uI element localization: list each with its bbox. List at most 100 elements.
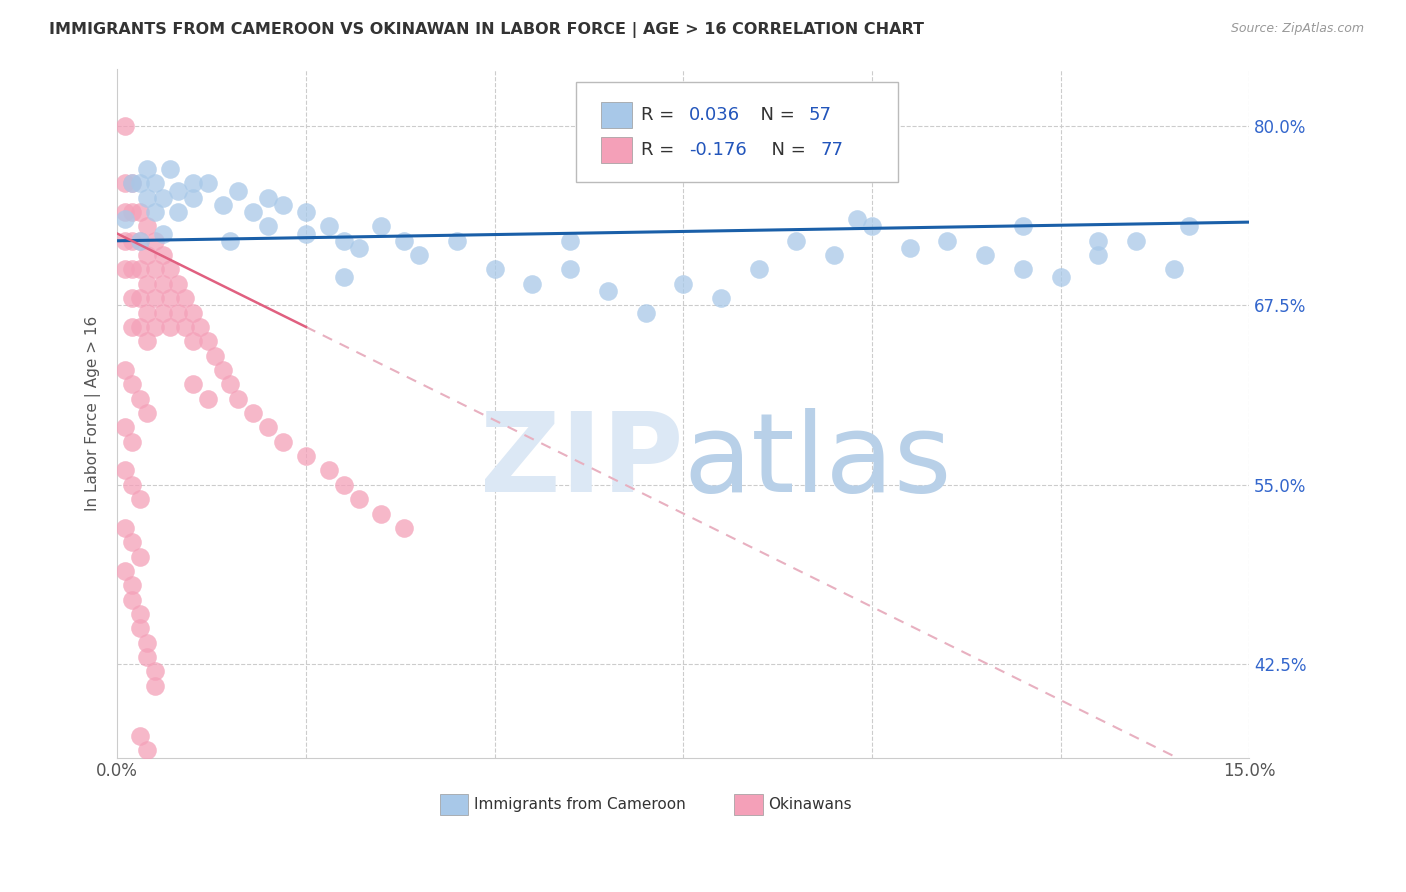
Point — [121, 177, 143, 191]
Point — [129, 392, 152, 406]
Point — [166, 205, 188, 219]
Point — [152, 305, 174, 319]
Point — [136, 191, 159, 205]
Point — [136, 743, 159, 757]
Point — [159, 161, 181, 176]
Point — [748, 262, 770, 277]
Point — [710, 291, 733, 305]
Point — [129, 549, 152, 564]
Point — [226, 392, 249, 406]
Point — [136, 277, 159, 291]
Point — [121, 592, 143, 607]
Point — [114, 564, 136, 578]
Point — [295, 227, 318, 241]
Point — [129, 205, 152, 219]
Point — [129, 234, 152, 248]
Point — [152, 248, 174, 262]
Text: R =: R = — [641, 106, 681, 124]
Point — [129, 729, 152, 743]
Y-axis label: In Labor Force | Age > 16: In Labor Force | Age > 16 — [86, 316, 101, 510]
Point — [129, 621, 152, 635]
Point — [143, 291, 166, 305]
Point — [181, 334, 204, 349]
Point — [1012, 262, 1035, 277]
Point — [295, 449, 318, 463]
Point — [204, 349, 226, 363]
Point — [181, 305, 204, 319]
Point — [370, 219, 392, 234]
Text: Okinawans: Okinawans — [768, 797, 852, 812]
Point — [114, 363, 136, 377]
Point — [1012, 219, 1035, 234]
Point — [558, 262, 581, 277]
Point — [242, 406, 264, 420]
Point — [1087, 248, 1109, 262]
Point — [136, 248, 159, 262]
Point — [1087, 234, 1109, 248]
FancyBboxPatch shape — [600, 136, 633, 163]
Point — [257, 420, 280, 434]
Point — [152, 191, 174, 205]
Point — [136, 334, 159, 349]
Point — [242, 205, 264, 219]
Point — [271, 434, 294, 449]
Point — [408, 248, 430, 262]
Point — [114, 234, 136, 248]
Point — [181, 191, 204, 205]
Point — [129, 234, 152, 248]
Point — [114, 119, 136, 133]
Point — [166, 305, 188, 319]
Point — [121, 377, 143, 392]
Point — [174, 319, 197, 334]
Point — [672, 277, 695, 291]
Text: Source: ZipAtlas.com: Source: ZipAtlas.com — [1230, 22, 1364, 36]
Text: N =: N = — [749, 106, 800, 124]
Point — [143, 665, 166, 679]
Point — [121, 535, 143, 549]
Point — [295, 205, 318, 219]
Point — [212, 198, 235, 212]
FancyBboxPatch shape — [440, 794, 468, 814]
Point — [121, 434, 143, 449]
Point — [226, 184, 249, 198]
Point — [1049, 269, 1071, 284]
Point — [347, 241, 370, 255]
Text: IMMIGRANTS FROM CAMEROON VS OKINAWAN IN LABOR FORCE | AGE > 16 CORRELATION CHART: IMMIGRANTS FROM CAMEROON VS OKINAWAN IN … — [49, 22, 924, 38]
Point — [860, 219, 883, 234]
Point — [174, 291, 197, 305]
Point — [143, 234, 166, 248]
Point — [181, 177, 204, 191]
Point — [129, 492, 152, 507]
Point — [121, 262, 143, 277]
Point — [159, 319, 181, 334]
Point — [596, 284, 619, 298]
Point — [181, 377, 204, 392]
FancyBboxPatch shape — [575, 82, 898, 182]
Point — [257, 219, 280, 234]
Point — [845, 212, 868, 227]
Point — [1163, 262, 1185, 277]
Point — [318, 463, 340, 477]
Text: N =: N = — [761, 141, 811, 159]
Point — [219, 377, 242, 392]
Point — [257, 191, 280, 205]
Text: atlas: atlas — [683, 408, 952, 515]
Point — [114, 262, 136, 277]
Point — [785, 234, 807, 248]
Point — [121, 205, 143, 219]
Point — [129, 607, 152, 621]
Point — [114, 177, 136, 191]
Point — [143, 177, 166, 191]
Text: ZIP: ZIP — [479, 408, 683, 515]
Point — [332, 234, 354, 248]
Point — [392, 234, 415, 248]
Point — [129, 262, 152, 277]
Point — [121, 177, 143, 191]
Point — [114, 521, 136, 535]
Point — [143, 205, 166, 219]
Text: -0.176: -0.176 — [689, 141, 747, 159]
Point — [129, 319, 152, 334]
Point — [152, 227, 174, 241]
Point — [166, 277, 188, 291]
Point — [166, 184, 188, 198]
